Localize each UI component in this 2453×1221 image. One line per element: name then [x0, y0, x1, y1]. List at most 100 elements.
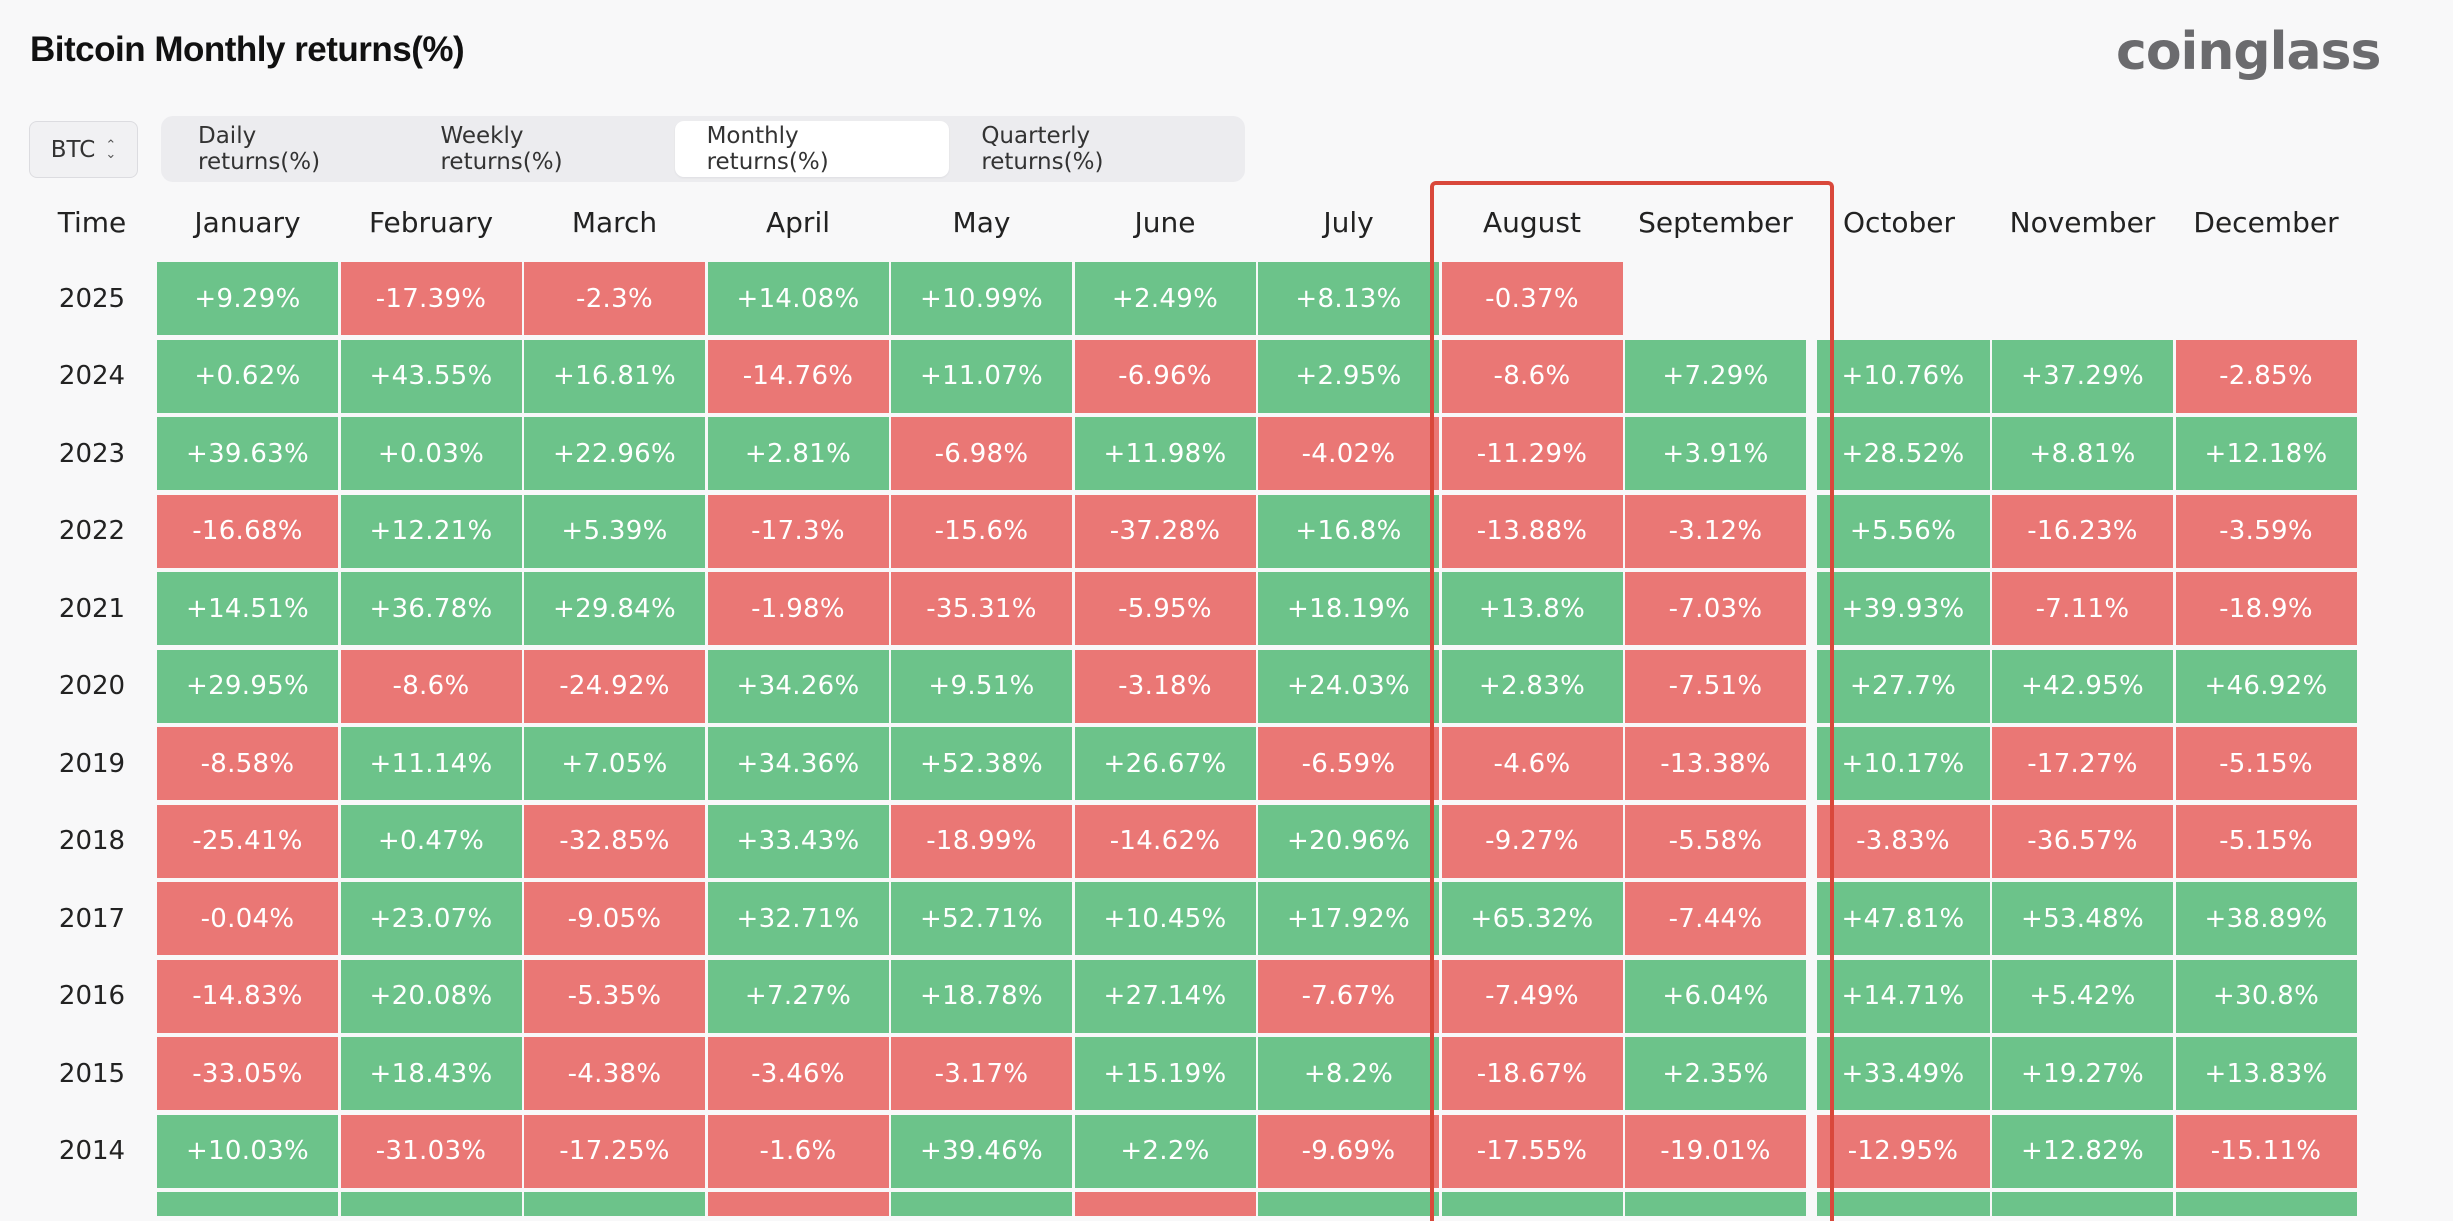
- return-cell: +5.39%: [524, 494, 705, 568]
- month-header-june: June: [1134, 206, 1196, 239]
- return-cell: +30.8%: [2175, 959, 2357, 1033]
- return-cell: +65.32%: [1441, 882, 1623, 955]
- return-cell: -4.6%: [1441, 727, 1623, 800]
- return-cell: +16.8%: [1258, 494, 1439, 568]
- return-cell: +2.2%: [1074, 1114, 1256, 1188]
- month-header-february: February: [368, 206, 494, 239]
- return-cell: -4.38%: [524, 1037, 705, 1110]
- return-cell: -9.05%: [524, 882, 705, 955]
- return-cell: +0.62%: [157, 339, 338, 413]
- asset-select-value: BTC: [50, 136, 96, 163]
- return-cell: -16.68%: [157, 494, 338, 568]
- return-cell: +11.07%: [891, 339, 1072, 413]
- return-cell: +38.89%: [2175, 882, 2357, 955]
- return-cell: -32.85%: [524, 804, 705, 878]
- return-cell: -9.27%: [1441, 804, 1623, 878]
- tab-weekly-returns[interactable]: Weekly returns(%): [440, 123, 563, 175]
- return-cell: +5.56%: [1816, 494, 1990, 568]
- return-cell-partial: [1258, 1192, 1439, 1216]
- return-cell: +26.67%: [1074, 727, 1256, 800]
- return-cell: -7.11%: [1992, 572, 2173, 645]
- return-cell: -9.69%: [1258, 1114, 1439, 1188]
- return-cell: +2.35%: [1625, 1037, 1806, 1110]
- return-cell: -8.6%: [340, 649, 522, 723]
- return-cell: +52.38%: [891, 727, 1072, 800]
- return-cell: +2.95%: [1258, 339, 1439, 413]
- return-cell: +42.95%: [1992, 649, 2173, 723]
- coinglass-logo[interactable]: coinglass: [2116, 22, 2381, 82]
- month-header-december: December: [2193, 206, 2339, 239]
- return-cell: -5.58%: [1625, 804, 1806, 878]
- return-cell: +14.08%: [707, 262, 889, 335]
- return-cell: -17.25%: [524, 1114, 705, 1188]
- chevron-up-down-icon: ⌃ ⌄: [105, 137, 117, 162]
- return-cell: -31.03%: [340, 1114, 522, 1188]
- month-header-april: April: [766, 206, 830, 239]
- year-label: 2017: [58, 903, 126, 934]
- tab-daily-returns[interactable]: Daily returns(%): [198, 123, 321, 175]
- return-cell-partial: [1816, 1192, 1990, 1216]
- month-header-july: July: [1323, 206, 1374, 239]
- return-cell: -24.92%: [524, 649, 705, 723]
- return-cell: -7.44%: [1625, 882, 1806, 955]
- year-label: 2020: [58, 671, 126, 701]
- return-cell-partial: [340, 1192, 522, 1216]
- return-cell: -1.98%: [707, 572, 889, 645]
- return-cell: -11.29%: [1441, 417, 1623, 490]
- month-header-august: August: [1483, 206, 1581, 239]
- return-cell: +9.51%: [891, 649, 1072, 723]
- return-cell: +11.98%: [1074, 417, 1256, 490]
- return-cell: -17.27%: [1992, 727, 2173, 800]
- return-cell: +10.03%: [157, 1114, 338, 1188]
- return-cell-partial: [1074, 1192, 1256, 1216]
- return-cell-partial: [891, 1192, 1072, 1216]
- return-cell: -3.18%: [1074, 649, 1256, 723]
- return-cell: -33.05%: [157, 1037, 338, 1110]
- return-cell: -13.38%: [1625, 727, 1806, 800]
- return-cell: +16.81%: [524, 339, 705, 413]
- return-cell: +34.26%: [707, 649, 889, 723]
- return-cell: +7.27%: [707, 959, 889, 1033]
- return-cell: +47.81%: [1816, 882, 1990, 955]
- return-cell: -2.3%: [524, 262, 705, 335]
- return-cell: -1.6%: [707, 1114, 889, 1188]
- year-label: 2016: [58, 981, 126, 1011]
- return-cell-partial: [1992, 1192, 2173, 1216]
- tab-monthly-returns[interactable]: Monthly returns(%): [674, 121, 950, 177]
- return-cell: +14.71%: [1816, 959, 1990, 1033]
- return-cell: +19.27%: [1992, 1037, 2173, 1110]
- return-cell: +18.43%: [340, 1037, 522, 1110]
- asset-select[interactable]: BTC ⌃ ⌄: [29, 121, 138, 178]
- return-cell: +20.08%: [340, 959, 522, 1033]
- year-label: 2018: [58, 826, 126, 856]
- return-cell: -7.67%: [1258, 959, 1439, 1033]
- return-cell: -5.15%: [2175, 804, 2357, 878]
- tab-quarterly-returns[interactable]: Quarterly returns(%): [981, 123, 1104, 175]
- return-cell-partial: [157, 1192, 338, 1216]
- month-header-january: January: [194, 206, 301, 239]
- year-label: 2025: [58, 283, 126, 314]
- return-cell: -17.39%: [340, 262, 522, 335]
- return-cell: +0.47%: [340, 804, 522, 878]
- month-header-october: October: [1842, 206, 1956, 239]
- return-cell: +13.83%: [2175, 1037, 2357, 1110]
- returns-tabs: Daily returns(%) Weekly returns(%) Month…: [161, 116, 1245, 182]
- return-cell: -19.01%: [1625, 1114, 1806, 1188]
- return-cell: -5.95%: [1074, 572, 1256, 645]
- return-cell-partial: [524, 1192, 705, 1216]
- return-cell: +11.14%: [340, 727, 522, 800]
- year-label: 2015: [58, 1058, 126, 1089]
- return-cell: -6.96%: [1074, 339, 1256, 413]
- return-cell: -14.62%: [1074, 804, 1256, 878]
- return-cell: +8.81%: [1992, 417, 2173, 490]
- return-cell: +37.29%: [1992, 339, 2173, 413]
- return-cell: +12.18%: [2175, 417, 2357, 490]
- return-cell: +3.91%: [1625, 417, 1806, 490]
- return-cell: -0.37%: [1441, 262, 1623, 335]
- month-header-november: November: [2009, 206, 2156, 239]
- return-cell: -7.03%: [1625, 572, 1806, 645]
- return-cell: +18.78%: [891, 959, 1072, 1033]
- return-cell: +9.29%: [157, 262, 338, 335]
- year-label: 2022: [58, 516, 126, 546]
- return-cell: +43.55%: [340, 339, 522, 413]
